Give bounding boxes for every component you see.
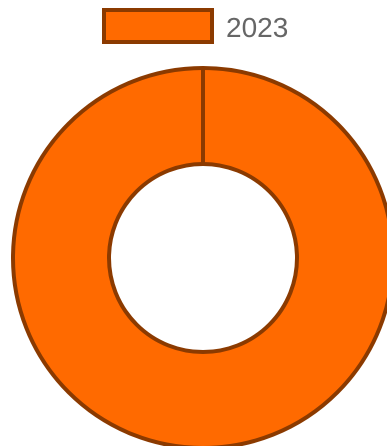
legend[interactable]: 2023 bbox=[102, 8, 288, 44]
doughnut-slices bbox=[10, 66, 387, 446]
legend-label-2023[interactable]: 2023 bbox=[226, 12, 288, 43]
legend-swatch[interactable] bbox=[102, 8, 214, 44]
doughnut-slice[interactable] bbox=[10, 66, 387, 446]
